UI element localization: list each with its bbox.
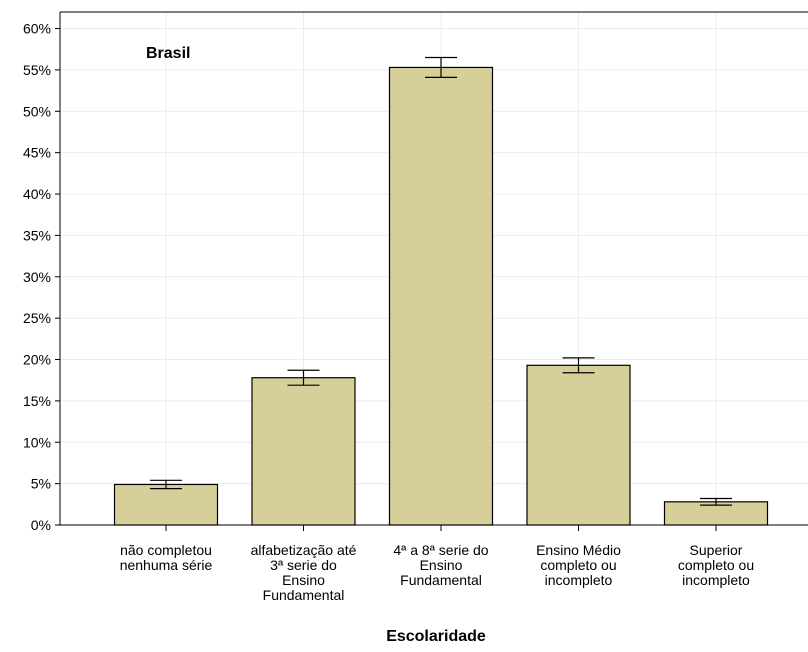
y-tick-label: 30% [23,269,51,285]
y-tick-label: 50% [23,103,51,119]
x-category-label-line: Fundamental [400,572,482,588]
bar [526,364,631,526]
x-category-label: Superior completo ou incompleto [678,542,754,588]
y-tick-label: 20% [23,352,51,368]
x-category-label-line: não completou [120,542,212,558]
x-category-label-line: Fundamental [263,587,345,603]
x-category-label-line: Ensino [420,557,463,573]
x-category-label: não completou nenhuma série [120,542,213,573]
x-category-label: alfabetização até 3ª serie do Ensino Fundam… [251,542,357,603]
y-tick-label: 5% [31,476,51,492]
x-category-label-line: nenhuma série [120,557,213,573]
x-category-label-line: Ensino Médio [536,542,621,558]
y-tick-label: 0% [31,517,51,533]
y-tick-label: 60% [23,21,51,37]
y-tick-label: 15% [23,393,51,409]
y-tick-label: 35% [23,227,51,243]
y-tick-label: 10% [23,434,51,450]
bar [113,483,219,526]
x-category-label-line: alfabetização até [251,542,357,558]
y-tick-label: 25% [23,310,51,326]
x-category-label-line: 3ª serie do [270,557,337,573]
x-category-label-line: 4ª a 8ª serie do [393,542,488,558]
x-category-label: Ensino Médio completo ou incompleto [536,542,621,588]
x-axis-title: Escolaridade [386,628,486,645]
x-category-label: 4ª a 8ª serie do Ensino Fundamental [393,542,488,588]
bar [251,377,356,526]
axes [59,11,808,526]
error-bars [150,56,732,506]
bar [388,66,494,526]
x-category-label-line: completo ou [540,557,616,573]
x-category-label-line: incompleto [682,572,750,588]
x-category-label-line: Ensino [282,572,325,588]
y-tick-labels: 0% 5% 10% 15% 20% 25% 30% 35% 40% 45% 50% 55% 60% [23,21,60,533]
y-tick-label: 45% [23,145,51,161]
x-category-label-line: Superior [690,542,743,558]
chart-annotation: Brasil [146,45,190,62]
x-category-label-line: completo ou [678,557,754,573]
bars [113,66,769,526]
y-tick-label: 40% [23,186,51,202]
x-category-labels: não completou nenhuma série alfabetização … [120,525,754,603]
x-category-label-line: incompleto [545,572,613,588]
y-tick-label: 55% [23,62,51,78]
